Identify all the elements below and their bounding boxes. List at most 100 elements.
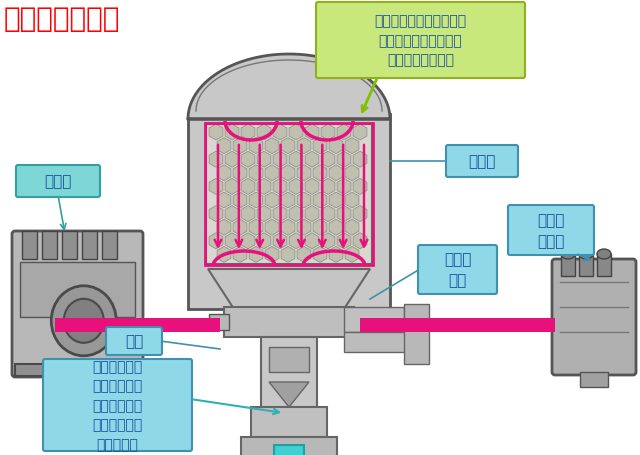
Bar [55,318,220,332]
Polygon shape [329,220,343,236]
Bar [269,347,309,372]
Polygon shape [345,220,359,236]
Polygon shape [225,206,239,222]
Polygon shape [233,192,247,208]
Polygon shape [257,233,271,249]
Polygon shape [209,179,223,195]
Bar [62,232,77,259]
Polygon shape [249,220,263,236]
FancyBboxPatch shape [106,327,162,355]
Bar [251,407,327,437]
Text: 工作原理（一）: 工作原理（一） [4,5,120,33]
Polygon shape [249,138,263,154]
Polygon shape [329,166,343,182]
Polygon shape [289,152,303,168]
Polygon shape [217,138,231,154]
Bar [102,232,117,259]
Ellipse shape [64,299,104,343]
Bar [579,254,593,276]
Bar [188,115,390,309]
FancyBboxPatch shape [508,206,594,255]
Polygon shape [345,192,359,208]
Text: 由于温度下降
，会产生冷凝
水，冷凝水经
过通道到出口
的阀门处。: 由于温度下降 ，会产生冷凝 水，冷凝水经 过通道到出口 的阀门处。 [92,359,143,451]
Polygon shape [289,233,303,249]
Bar [360,318,555,332]
Bar [580,372,608,387]
Polygon shape [305,125,319,141]
Polygon shape [289,125,303,141]
Polygon shape [329,192,343,208]
Text: 空压机: 空压机 [44,174,72,189]
Polygon shape [273,152,287,168]
Polygon shape [321,125,335,141]
Polygon shape [337,125,351,141]
Polygon shape [313,138,327,154]
Polygon shape [241,179,255,195]
Polygon shape [337,179,351,195]
Polygon shape [337,152,351,168]
Polygon shape [265,166,279,182]
Polygon shape [273,233,287,249]
Polygon shape [313,220,327,236]
Bar [344,332,424,352]
Polygon shape [225,179,239,195]
Polygon shape [265,247,279,263]
Polygon shape [188,55,390,120]
Polygon shape [273,206,287,222]
Polygon shape [225,233,239,249]
Polygon shape [257,206,271,222]
FancyBboxPatch shape [446,146,518,177]
Polygon shape [217,192,231,208]
FancyBboxPatch shape [316,3,525,79]
Ellipse shape [51,286,116,356]
Polygon shape [241,152,255,168]
Bar [261,337,317,429]
Polygon shape [353,179,367,195]
Polygon shape [297,220,311,236]
Bar [135,319,153,333]
Polygon shape [217,247,231,263]
Polygon shape [209,152,223,168]
Bar [206,125,372,264]
Polygon shape [297,247,311,263]
Polygon shape [281,138,295,154]
Polygon shape [233,138,247,154]
Polygon shape [233,247,247,263]
Polygon shape [217,220,231,236]
FancyBboxPatch shape [12,232,143,377]
Bar [274,445,304,455]
Polygon shape [313,192,327,208]
Polygon shape [345,138,359,154]
Bar [205,124,373,265]
Bar [404,304,429,364]
Polygon shape [281,166,295,182]
Polygon shape [269,382,309,407]
Polygon shape [281,247,295,263]
Polygon shape [257,152,271,168]
Bar [597,254,611,276]
Polygon shape [345,166,359,182]
Polygon shape [297,138,311,154]
Polygon shape [281,192,295,208]
Polygon shape [209,206,223,222]
Bar [561,254,575,276]
Polygon shape [273,125,287,141]
Polygon shape [208,269,370,309]
Bar [15,364,140,376]
FancyBboxPatch shape [418,245,497,294]
Polygon shape [233,220,247,236]
Bar [42,232,57,259]
Bar [22,232,37,259]
FancyBboxPatch shape [43,359,192,451]
Polygon shape [249,192,263,208]
Polygon shape [289,179,303,195]
Polygon shape [337,233,351,249]
Polygon shape [353,152,367,168]
Polygon shape [249,247,263,263]
Text: 干燥筒: 干燥筒 [468,154,496,169]
Polygon shape [249,166,263,182]
FancyBboxPatch shape [16,166,100,197]
Text: 四回路
保护阀: 四回路 保护阀 [538,212,564,248]
Polygon shape [257,125,271,141]
Polygon shape [257,179,271,195]
